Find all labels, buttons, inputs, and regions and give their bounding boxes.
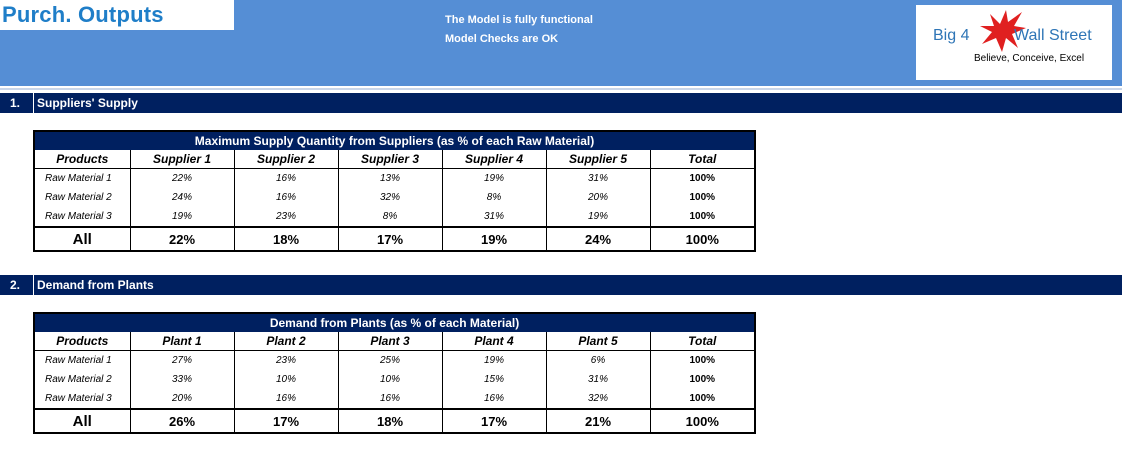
supplier-supply-table: Maximum Supply Quantity from Suppliers (… xyxy=(33,130,757,252)
cell: 20% xyxy=(130,389,235,409)
cell: 8% xyxy=(442,188,547,207)
column-header: Supplier 2 xyxy=(234,150,339,169)
column-header: Supplier 4 xyxy=(442,150,547,169)
cell: 16% xyxy=(234,188,339,207)
header-divider xyxy=(0,88,1122,90)
cell: 22% xyxy=(130,226,235,251)
cell: 17% xyxy=(338,226,443,251)
total-row: All 22% 18% 17% 19% 24% 100% xyxy=(34,226,756,251)
cell: 18% xyxy=(234,226,339,251)
table-row: Raw Material 3 20% 16% 16% 16% 32% 100% xyxy=(34,389,755,409)
table-row: Raw Material 1 27% 23% 25% 19% 6% 100% xyxy=(34,350,755,370)
cell: 100% xyxy=(689,192,716,203)
section-number: 2. xyxy=(10,278,21,292)
cell: Raw Material 2 xyxy=(34,370,131,389)
column-header: Products xyxy=(34,150,131,169)
column-header: Plant 5 xyxy=(546,332,651,351)
cell: Raw Material 1 xyxy=(34,168,131,188)
table-row: Raw Material 1 22% 16% 13% 19% 31% 100% xyxy=(34,168,755,188)
cell: 31% xyxy=(442,207,547,227)
cell: 17% xyxy=(442,408,547,433)
cell: 23% xyxy=(234,207,339,227)
cell: 100% xyxy=(689,211,716,222)
column-header: Plant 1 xyxy=(130,332,235,351)
plant-demand-table: Demand from Plants (as % of each Materia… xyxy=(33,312,757,434)
cell: 24% xyxy=(546,226,651,251)
column-header: Supplier 1 xyxy=(130,150,235,169)
section-label: Demand from Plants xyxy=(33,275,154,295)
cell: 32% xyxy=(546,389,651,409)
cell: All xyxy=(34,226,131,251)
table-caption: Demand from Plants (as % of each Materia… xyxy=(34,313,756,332)
cell: 31% xyxy=(546,168,651,188)
cell: 26% xyxy=(130,408,235,433)
cell: 19% xyxy=(442,168,547,188)
logo-tagline: Believe, Conceive, Excel xyxy=(974,53,1085,64)
column-header: Total xyxy=(650,332,756,351)
cell: 100% xyxy=(689,374,716,385)
column-header: Plant 4 xyxy=(442,332,547,351)
table-row: Raw Material 3 19% 23% 8% 31% 19% 100% xyxy=(34,207,755,227)
cell: 15% xyxy=(442,370,547,389)
cell: 31% xyxy=(546,370,651,389)
column-header: Supplier 3 xyxy=(338,150,443,169)
cell: 23% xyxy=(234,350,339,370)
cell: 8% xyxy=(338,207,443,227)
cell: 100% xyxy=(650,226,756,251)
cell: 100% xyxy=(689,173,716,184)
eagle-icon xyxy=(980,10,1026,52)
cell: 27% xyxy=(130,350,235,370)
cell: 16% xyxy=(234,168,339,188)
cell: 100% xyxy=(689,355,716,366)
cell: 100% xyxy=(689,393,716,404)
section-number: 1. xyxy=(10,96,21,110)
section-bar-plants: 2. Demand from Plants xyxy=(0,275,1122,295)
company-logo: Big 4 Wall Street Believe, Conceive, Exc… xyxy=(916,5,1112,80)
section-bar-suppliers: 1. Suppliers' Supply xyxy=(0,93,1122,113)
cell: 100% xyxy=(650,408,756,433)
total-row: All 26% 17% 18% 17% 21% 100% xyxy=(34,408,756,433)
cell: 32% xyxy=(338,188,443,207)
model-checks-text: Model Checks are OK xyxy=(445,33,559,45)
logo-text-left: Big 4 xyxy=(933,27,970,44)
cell: 19% xyxy=(442,226,547,251)
table-caption: Maximum Supply Quantity from Suppliers (… xyxy=(34,131,756,150)
cell: Raw Material 2 xyxy=(34,188,131,207)
table-row: Raw Material 2 33% 10% 10% 15% 31% 100% xyxy=(34,370,755,389)
cell: 16% xyxy=(338,389,443,409)
page-title: Purch. Outputs xyxy=(2,2,164,27)
model-status-text: The Model is fully functional xyxy=(445,14,593,26)
header-band: Purch. Outputs The Model is fully functi… xyxy=(0,0,1122,86)
cell: 25% xyxy=(338,350,443,370)
cell: 6% xyxy=(546,350,651,370)
cell: 22% xyxy=(130,168,235,188)
cell: 17% xyxy=(234,408,339,433)
cell: 33% xyxy=(130,370,235,389)
cell: 13% xyxy=(338,168,443,188)
cell: 18% xyxy=(338,408,443,433)
cell: 20% xyxy=(546,188,651,207)
cell: 19% xyxy=(442,350,547,370)
cell: Raw Material 3 xyxy=(34,207,131,227)
cell: Raw Material 1 xyxy=(34,350,131,370)
column-header: Supplier 5 xyxy=(546,150,651,169)
cell: 16% xyxy=(442,389,547,409)
cell: 10% xyxy=(234,370,339,389)
section-label: Suppliers' Supply xyxy=(33,93,138,113)
column-header: Plant 2 xyxy=(234,332,339,351)
cell: Raw Material 3 xyxy=(34,389,131,409)
title-box: Purch. Outputs xyxy=(0,0,234,30)
cell: 10% xyxy=(338,370,443,389)
table-row: Raw Material 2 24% 16% 32% 8% 20% 100% xyxy=(34,188,755,207)
column-header: Total xyxy=(650,150,756,169)
cell: 21% xyxy=(546,408,651,433)
cell: 19% xyxy=(130,207,235,227)
logo-text-right: Wall Street xyxy=(1014,27,1092,44)
cell: 24% xyxy=(130,188,235,207)
column-header: Plant 3 xyxy=(338,332,443,351)
cell: 16% xyxy=(234,389,339,409)
cell: 19% xyxy=(546,207,651,227)
column-header: Products xyxy=(34,332,131,351)
cell: All xyxy=(34,408,131,433)
